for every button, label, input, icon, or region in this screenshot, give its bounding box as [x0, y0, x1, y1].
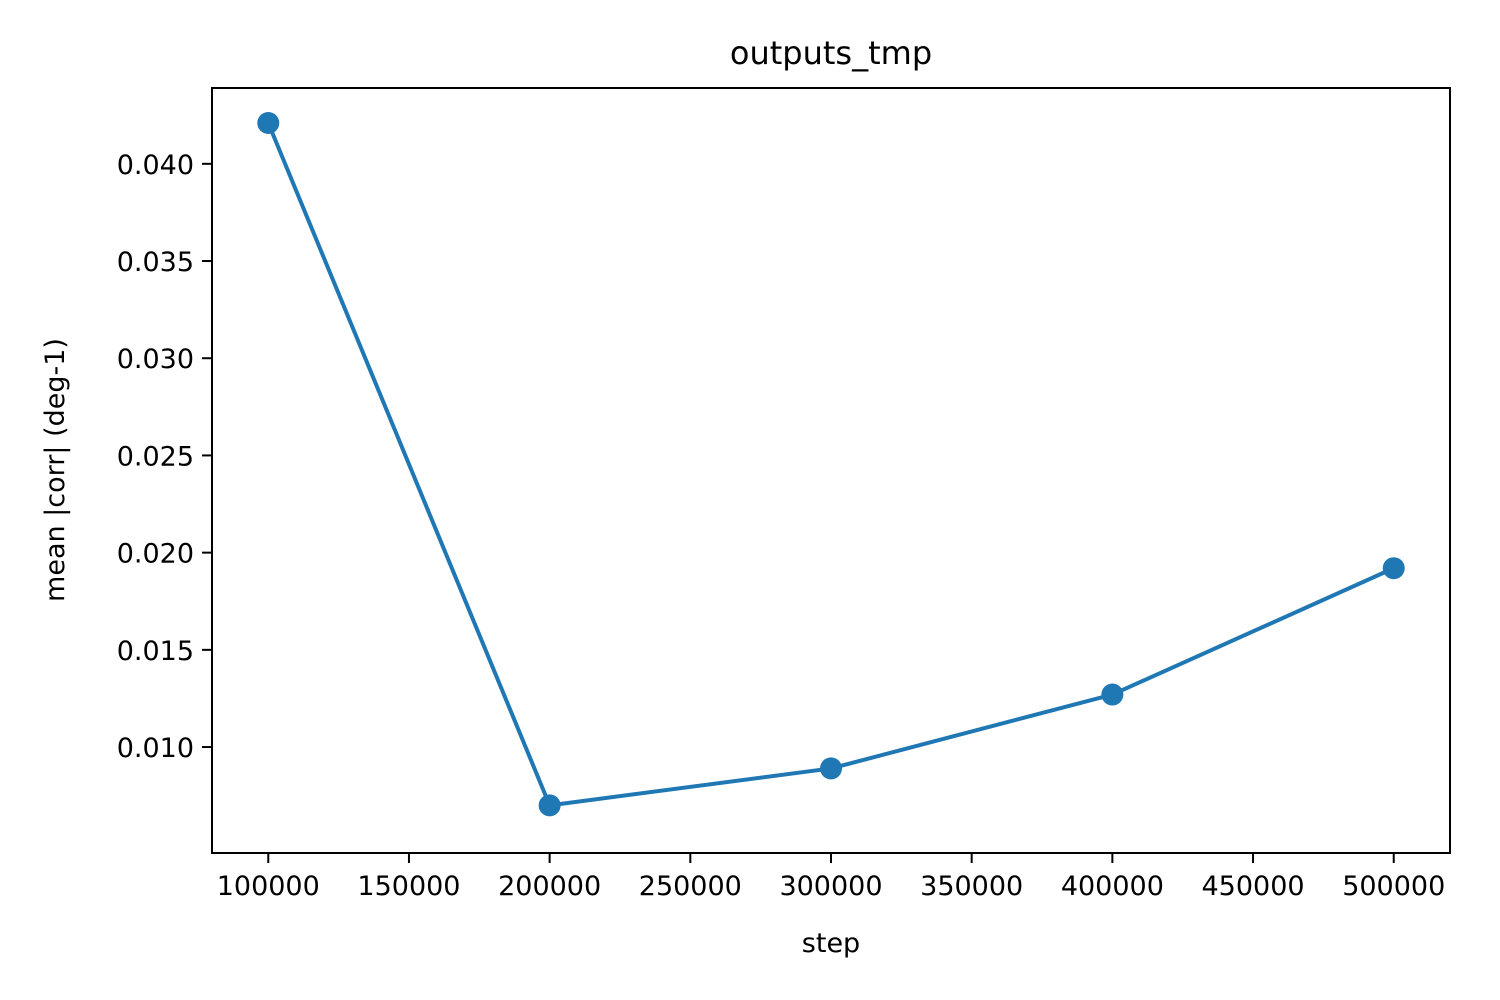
plot-area	[212, 88, 1450, 853]
y-tick-label: 0.040	[117, 150, 194, 181]
data-point	[1382, 557, 1405, 580]
data-point	[538, 794, 561, 817]
y-tick-label: 0.015	[117, 636, 194, 667]
x-tick-label: 500000	[1342, 871, 1445, 902]
x-tick-label: 300000	[779, 871, 882, 902]
data-point	[257, 111, 280, 134]
y-tick-label: 0.025	[117, 441, 194, 472]
x-axis-ticks: 100000 150000 200000 250000 300000 350000 4000…	[217, 853, 1445, 902]
x-tick-label: 200000	[498, 871, 601, 902]
plot-frame	[211, 87, 1451, 854]
data-point	[820, 757, 842, 780]
y-tick-label: 0.035	[117, 247, 194, 278]
y-axis-ticks: 0.010 0.015 0.020 0.025 0.030 0.035 0.040	[117, 150, 212, 764]
chart-title: outputs_tmp	[730, 34, 932, 72]
x-tick-label: 350000	[920, 871, 1023, 902]
data-point	[1101, 683, 1124, 706]
x-tick-label: 250000	[639, 871, 742, 902]
y-axis-label: mean |corr| (deg-1)	[40, 338, 71, 602]
x-tick-label: 100000	[217, 871, 320, 902]
x-axis-label: step	[802, 928, 860, 959]
x-tick-label: 450000	[1202, 871, 1305, 902]
x-tick-label: 150000	[357, 871, 460, 902]
x-tick-label: 400000	[1061, 871, 1164, 902]
y-tick-label: 0.020	[117, 539, 194, 570]
y-tick-label: 0.030	[117, 344, 194, 375]
series-layer	[257, 111, 1405, 817]
y-tick-label: 0.010	[117, 733, 194, 764]
